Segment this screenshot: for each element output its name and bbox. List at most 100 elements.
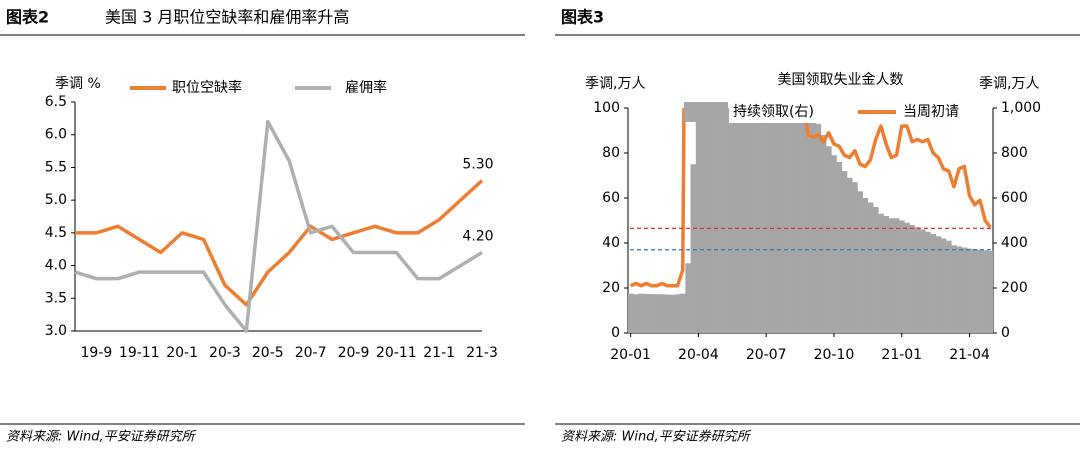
bar	[690, 164, 697, 333]
bar	[685, 263, 691, 333]
bar	[820, 135, 827, 333]
series-line	[75, 179, 484, 307]
bar	[628, 293, 634, 333]
bar	[935, 236, 942, 333]
y2-tick-label: 600	[1001, 190, 1028, 206]
bar	[925, 231, 931, 333]
bar	[774, 108, 780, 333]
bar	[841, 171, 848, 333]
x-tick-label: 20-01	[610, 347, 651, 363]
bar	[956, 246, 963, 333]
plot-area	[628, 108, 993, 333]
bar	[779, 108, 785, 333]
y2-tick-label: 400	[1001, 235, 1028, 251]
y-tick-label: 4.5	[45, 225, 67, 241]
x-tick-label: 20-3	[209, 345, 241, 361]
bar	[904, 222, 910, 333]
bar	[727, 108, 733, 333]
bar	[862, 198, 869, 333]
bar	[742, 108, 749, 333]
bar	[643, 293, 650, 333]
bar	[826, 146, 832, 333]
y-tick-label: 20	[602, 280, 620, 296]
bar	[878, 213, 884, 333]
bar	[737, 108, 744, 333]
bar	[951, 245, 957, 333]
y2-axis-label: 季调,万人	[979, 76, 1039, 92]
bar	[747, 108, 754, 333]
panel-title: 美国 3 月职位空缺率和雇佣率升高	[105, 8, 349, 27]
bar	[982, 250, 989, 333]
bar	[706, 108, 712, 333]
y2-tick-label: 800	[1001, 145, 1028, 161]
bar	[883, 216, 890, 333]
data-label: 4.20	[462, 228, 493, 244]
legend-label: 持续领取(右)	[733, 103, 814, 120]
x-tick-label: 19-11	[119, 345, 160, 361]
bar	[784, 108, 790, 333]
x-tick-label: 21-01	[881, 347, 922, 363]
legend-swatch	[684, 102, 728, 122]
series-line	[74, 119, 483, 333]
y-tick-label: 6.5	[45, 94, 67, 110]
x-tick-label: 21-04	[949, 347, 990, 363]
bar	[810, 112, 817, 333]
legend-bg	[854, 101, 984, 123]
bar	[836, 162, 843, 333]
y2-tick-label: 0	[1001, 325, 1010, 341]
bar	[669, 294, 676, 333]
bar	[789, 108, 796, 333]
legend-label: 职位空缺率	[172, 79, 242, 96]
figure-label: 图表3	[561, 8, 604, 27]
series-line	[629, 108, 992, 288]
bar	[753, 108, 759, 333]
bar	[659, 294, 665, 333]
bar	[888, 218, 895, 333]
bar	[638, 293, 644, 333]
legend-label: 雇佣率	[345, 79, 387, 96]
bar	[966, 248, 973, 333]
y-tick-label: 0	[611, 325, 620, 341]
y-tick-label: 4.0	[45, 258, 67, 274]
bar	[873, 207, 879, 333]
y-axis-label: 季调,万人	[585, 76, 645, 92]
bar	[867, 202, 874, 333]
chart-subtitle: 美国领取失业金人数	[778, 72, 904, 88]
x-tick-label: 21-1	[423, 345, 455, 361]
x-tick-label: 20-10	[814, 347, 855, 363]
bar	[664, 294, 671, 333]
x-tick-label: 20-5	[252, 345, 284, 361]
data-label: 5.30	[462, 157, 493, 173]
x-tick-label: 19-9	[81, 345, 113, 361]
bar	[794, 108, 801, 333]
bar	[831, 155, 837, 333]
source: 资料来源: Wind,平安证券研究所	[561, 429, 752, 445]
bar	[695, 108, 702, 333]
bar	[847, 177, 853, 333]
bar	[800, 108, 806, 333]
figure-label: 图表2	[6, 8, 49, 27]
legend-bg	[729, 101, 847, 123]
y-tick-label: 5.5	[45, 159, 67, 175]
bar	[758, 108, 764, 333]
bar	[674, 294, 681, 333]
source: 资料来源: Wind,平安证券研究所	[6, 429, 197, 445]
bar	[654, 294, 660, 333]
y2-tick-label: 1,000	[1001, 100, 1041, 116]
bar	[940, 238, 947, 333]
bar	[716, 108, 723, 333]
bar	[805, 108, 811, 333]
bar	[961, 247, 968, 333]
bar	[914, 227, 921, 333]
bar	[721, 108, 728, 333]
y-tick-label: 40	[602, 235, 620, 251]
bar	[633, 294, 639, 333]
y2-tick-label: 200	[1001, 280, 1028, 296]
bar	[815, 123, 822, 333]
bar	[930, 234, 936, 333]
bar	[987, 250, 993, 333]
bar	[857, 191, 863, 333]
y-tick-label: 6.0	[45, 127, 67, 143]
bar	[852, 182, 858, 333]
